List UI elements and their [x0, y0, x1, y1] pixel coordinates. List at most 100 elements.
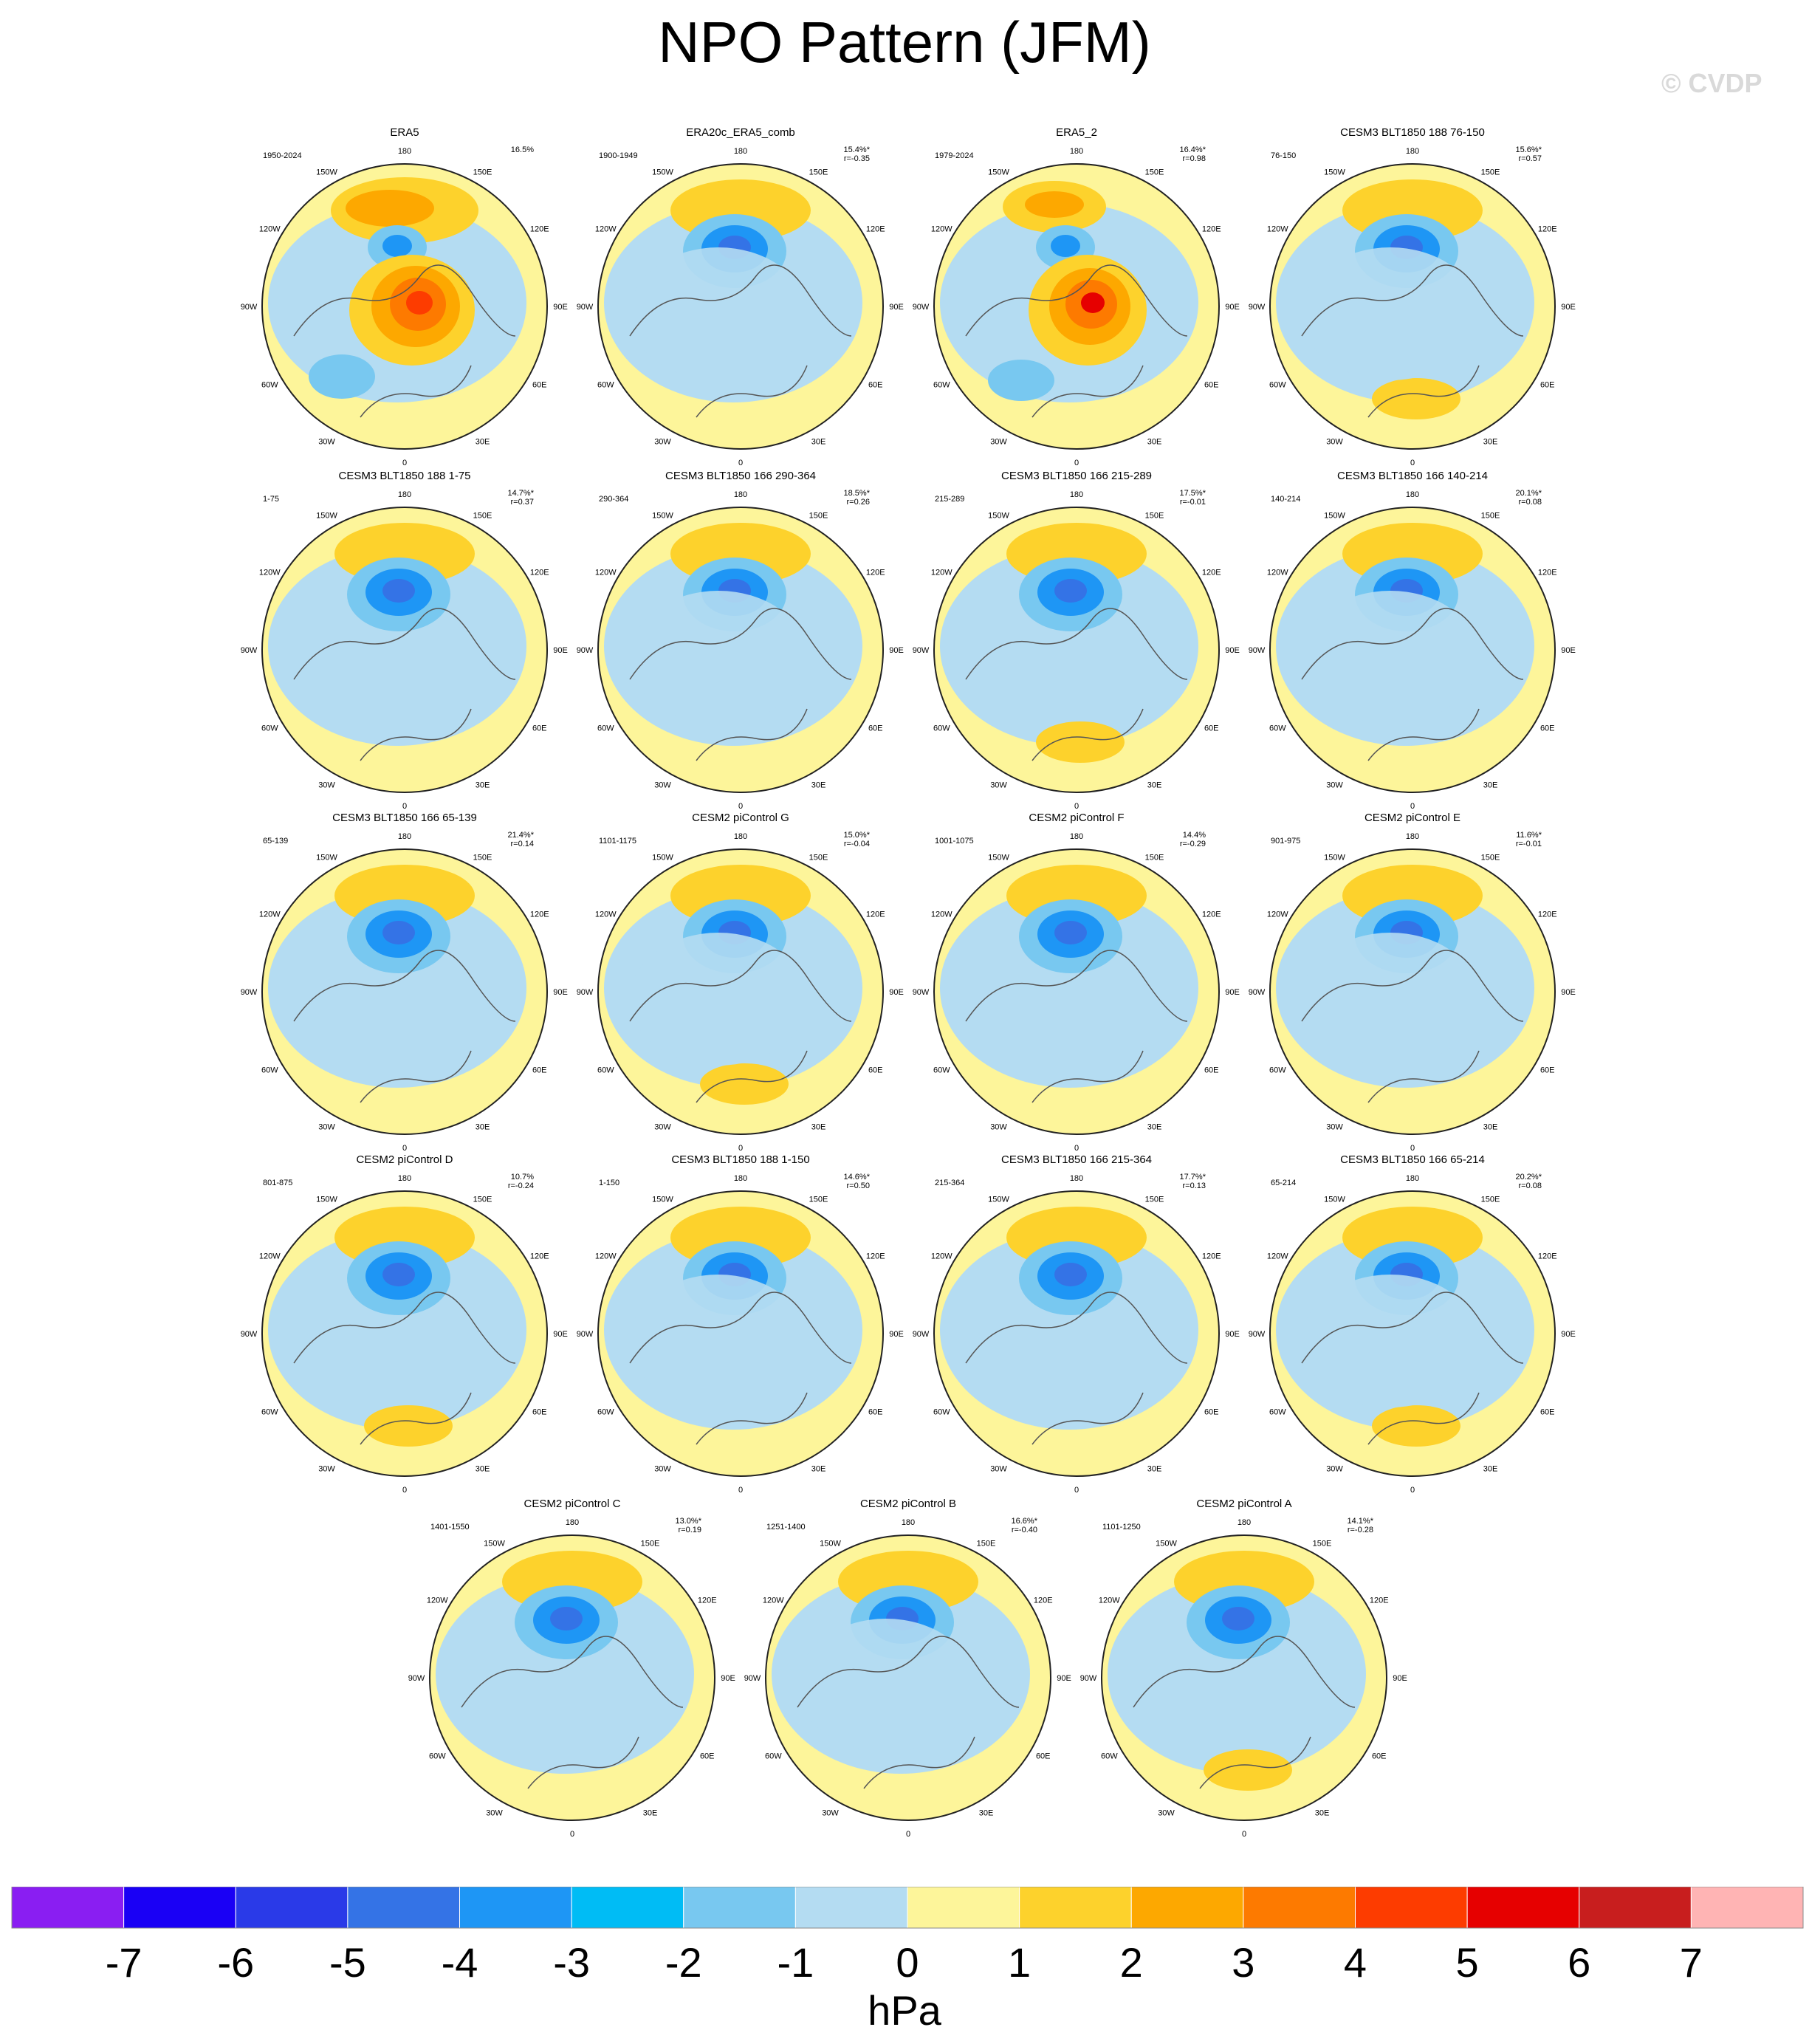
colorbar-swatch: [11, 1887, 125, 1929]
map-boundary: [1269, 163, 1556, 450]
panel-variance: 18.5%*: [844, 489, 871, 498]
lon-label: 180: [1406, 490, 1419, 499]
lon-label: 180: [734, 832, 747, 841]
coastline: [293, 1292, 516, 1445]
lon-label: 90W: [241, 303, 258, 312]
map-boundary: [597, 507, 884, 793]
lon-label: 180: [902, 1518, 915, 1527]
lon-label: 0: [402, 1486, 407, 1495]
lon-label: 120E: [866, 225, 885, 234]
lon-label: 30W: [318, 1123, 335, 1132]
lon-label: 150W: [988, 1195, 1009, 1204]
lon-label: 30W: [990, 1465, 1007, 1474]
lon-label: 30W: [318, 781, 335, 790]
panel-period: 215-289: [935, 495, 964, 504]
lon-label: 60E: [868, 381, 883, 390]
anomaly-field: [598, 849, 883, 1134]
lon-label: 90W: [1249, 988, 1266, 997]
lon-label: 90W: [1080, 1674, 1097, 1683]
panel-title: CESM2 piControl C: [524, 1498, 621, 1510]
lon-label: 90W: [1249, 303, 1266, 312]
lon-label: 0: [1410, 1144, 1415, 1153]
coastline: [797, 1636, 1020, 1789]
lon-label: 150E: [1145, 511, 1164, 520]
lon-label: 150E: [473, 511, 492, 520]
colorbar-swatch: [1579, 1887, 1692, 1929]
panel-correlation: r=-0.35: [844, 154, 870, 163]
lon-label: 0: [570, 1830, 574, 1839]
lon-label: 60W: [1269, 1408, 1286, 1417]
panel-correlation: r=0.08: [1519, 1182, 1542, 1190]
anomaly-field: [598, 507, 883, 792]
panel-variance: 15.4%*: [844, 145, 871, 154]
lon-label: 150E: [1145, 168, 1164, 176]
colorbar-tick-label: 7: [1679, 1939, 1703, 1986]
lon-label: 30E: [1147, 1123, 1162, 1132]
lon-label: 120E: [1202, 225, 1221, 234]
coastline: [293, 264, 516, 418]
map-panel: 180 150E 120E 90E 60E 30E 0 30W 60W 90W 120W 150W ER…: [241, 126, 568, 467]
panel-title: CESM3 BLT1850 166 215-364: [1001, 1153, 1152, 1166]
lon-label: 150W: [1324, 511, 1345, 520]
panel-correlation: r=-0.28: [1348, 1526, 1373, 1534]
lon-label: 30W: [1158, 1809, 1175, 1818]
coastline: [1301, 950, 1524, 1103]
panel-title: ERA5: [390, 126, 419, 139]
lon-label: 30E: [1147, 438, 1162, 447]
lon-label: 60W: [597, 1066, 614, 1075]
lon-label: 150E: [473, 168, 492, 176]
panel-correlation: r=0.19: [679, 1526, 702, 1534]
coastline: [629, 608, 852, 761]
anomaly-field: [598, 1191, 883, 1476]
lon-label: 120E: [1202, 569, 1221, 577]
lon-label: 120E: [530, 910, 549, 919]
lon-label: 60W: [597, 724, 614, 733]
lon-label: 90E: [1561, 646, 1576, 655]
lon-label: 30E: [1483, 1465, 1498, 1474]
colorbar-swatch: [794, 1887, 908, 1929]
lon-label: 90E: [553, 646, 568, 655]
lon-label: 90W: [577, 303, 594, 312]
lon-label: 90E: [1561, 988, 1576, 997]
lon-label: 60W: [933, 1408, 950, 1417]
lon-label: 150E: [809, 853, 828, 862]
colorbar-swatch: [459, 1887, 572, 1929]
anomaly-field: [934, 507, 1219, 792]
map-panel: 180 150E 120E 90E 60E 30E 0 30W 60W 90W 120W 150W CE…: [577, 1153, 904, 1495]
panel-period: 901-975: [1271, 837, 1300, 846]
lon-label: 60E: [1540, 1408, 1555, 1417]
anomaly-field: [934, 164, 1219, 449]
lon-label: 60W: [429, 1752, 446, 1761]
lon-label: 30W: [654, 1123, 671, 1132]
lon-label: 150W: [652, 511, 673, 520]
lon-label: 120W: [1267, 569, 1288, 577]
figure-title: NPO Pattern (JFM): [658, 10, 1151, 75]
lon-label: 30W: [654, 438, 671, 447]
lon-label: 150W: [316, 168, 337, 176]
colorbar-swatch: [683, 1887, 796, 1929]
lon-label: 120W: [931, 225, 952, 234]
anomaly-field: [1270, 507, 1555, 792]
panel-period: 65-214: [1271, 1179, 1296, 1187]
anomaly-field: [430, 1535, 715, 1820]
lon-label: 60W: [1269, 724, 1286, 733]
lon-label: 150W: [316, 511, 337, 520]
colorbar-tick-label: -2: [665, 1939, 702, 1986]
lon-label: 0: [738, 802, 743, 811]
lon-label: 120W: [931, 1252, 952, 1261]
panel-correlation: r=0.26: [847, 498, 871, 507]
panel-period: 1950-2024: [263, 151, 302, 160]
lon-label: 60E: [1204, 1066, 1219, 1075]
lon-label: 150E: [977, 1539, 996, 1548]
lon-label: 0: [1242, 1830, 1246, 1839]
panel-correlation: r=-0.01: [1516, 840, 1542, 848]
map-panel: 180 150E 120E 90E 60E 30E 0 30W 60W 90W 120W 150W CE…: [408, 1498, 735, 1839]
lon-label: 150W: [652, 168, 673, 176]
lon-label: 30W: [990, 438, 1007, 447]
map-panel: 180 150E 120E 90E 60E 30E 0 30W 60W 90W 120W 150W CE…: [1249, 126, 1576, 467]
lon-label: 150E: [1145, 1195, 1164, 1204]
lon-label: 180: [398, 832, 411, 841]
panel-variance: 17.7%*: [1180, 1173, 1206, 1182]
map-panel: 180 150E 120E 90E 60E 30E 0 30W 60W 90W 120W 150W CE…: [1249, 470, 1576, 811]
